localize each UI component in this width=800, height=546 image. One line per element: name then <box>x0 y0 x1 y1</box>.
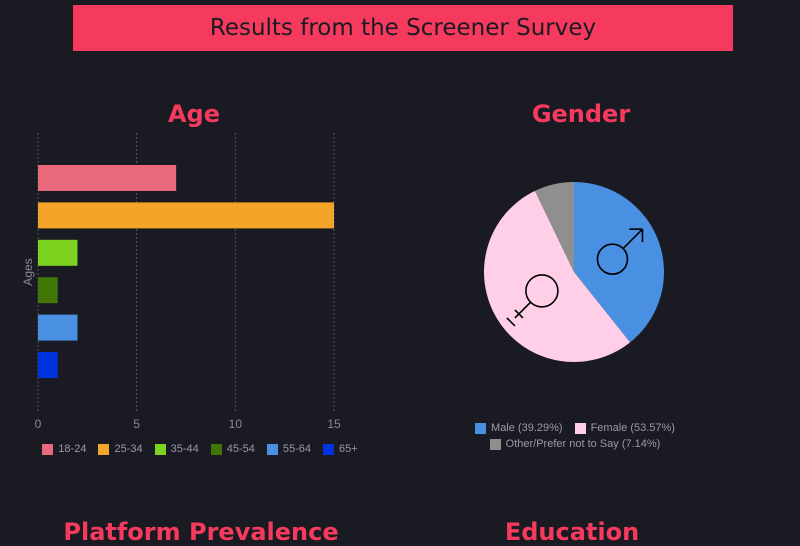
legend-item-35-44[interactable]: 35-44 <box>154 443 199 455</box>
platform-section-title: Platform Prevalence <box>63 518 339 546</box>
pie-slice[interactable] <box>574 182 664 343</box>
legend-item[interactable]: Male (39.29%) <box>475 422 563 434</box>
age-section-title: Age <box>167 100 221 128</box>
legend-item-55-64[interactable]: 55-64 <box>266 443 312 455</box>
gender-legend: Male (39.29%) Female (53.57%) Other/Prefer… <box>440 422 710 450</box>
bar-55-64[interactable] <box>38 314 78 341</box>
bar-25-34[interactable] <box>38 202 334 229</box>
legend-swatch <box>574 422 586 434</box>
legend-swatch <box>266 443 278 455</box>
pie-slice[interactable] <box>534 182 574 272</box>
legend-item-65+[interactable]: 65+ <box>323 443 358 455</box>
x-tick-label: 10 <box>229 417 243 431</box>
education-section-title: Education <box>504 518 640 546</box>
y-axis-label: Ages <box>21 258 35 285</box>
legend-swatch <box>154 443 166 455</box>
x-tick-label: 5 <box>133 417 140 431</box>
female-symbol-icon <box>506 274 559 327</box>
legend-item-25-34[interactable]: 25-34 <box>98 443 143 455</box>
gender-pie-chart <box>484 182 664 362</box>
bar-45-54[interactable] <box>38 277 58 304</box>
age-legend: 18-24 25-34 35-44 45-54 55-64 65+ <box>20 443 380 455</box>
bar-18-24[interactable] <box>38 165 177 191</box>
legend-label: Other/Prefer not to Say (7.14%) <box>505 438 661 450</box>
page-title-banner: Results from the Screener Survey <box>73 5 733 51</box>
legend-swatch <box>475 422 487 434</box>
page-title: Results from the Screener Survey <box>209 15 597 41</box>
bar-65+[interactable] <box>38 352 58 378</box>
legend-swatch <box>323 443 335 455</box>
gender-section-title: Gender <box>531 100 631 128</box>
bar-35-44[interactable] <box>38 239 78 266</box>
legend-label: 18-24 <box>58 443 87 455</box>
legend-label: 25-34 <box>114 443 143 455</box>
x-tick-label: 15 <box>327 417 341 431</box>
male-symbol-icon <box>596 228 644 275</box>
legend-label: 65+ <box>339 443 358 455</box>
legend-label: Female (53.57%) <box>590 422 675 434</box>
legend-swatch <box>42 443 54 455</box>
x-tick-label: 0 <box>35 417 42 431</box>
legend-item-45-54[interactable]: 45-54 <box>210 443 255 455</box>
pie-slice[interactable] <box>484 190 631 362</box>
legend-label: 45-54 <box>226 443 255 455</box>
legend-swatch <box>98 443 110 455</box>
legend-label: 55-64 <box>282 443 312 455</box>
legend-item[interactable]: Female (53.57%) <box>574 422 675 434</box>
legend-swatch <box>210 443 222 455</box>
legend-swatch <box>489 438 501 450</box>
age-bar-chart: 0 5 10 15 Ages <box>21 133 341 431</box>
legend-item[interactable]: Other/Prefer not to Say (7.14%) <box>489 438 661 450</box>
legend-label: Male (39.29%) <box>491 422 563 434</box>
legend-item-18-24[interactable]: 18-24 <box>42 443 86 455</box>
legend-label: 35-44 <box>170 443 199 455</box>
